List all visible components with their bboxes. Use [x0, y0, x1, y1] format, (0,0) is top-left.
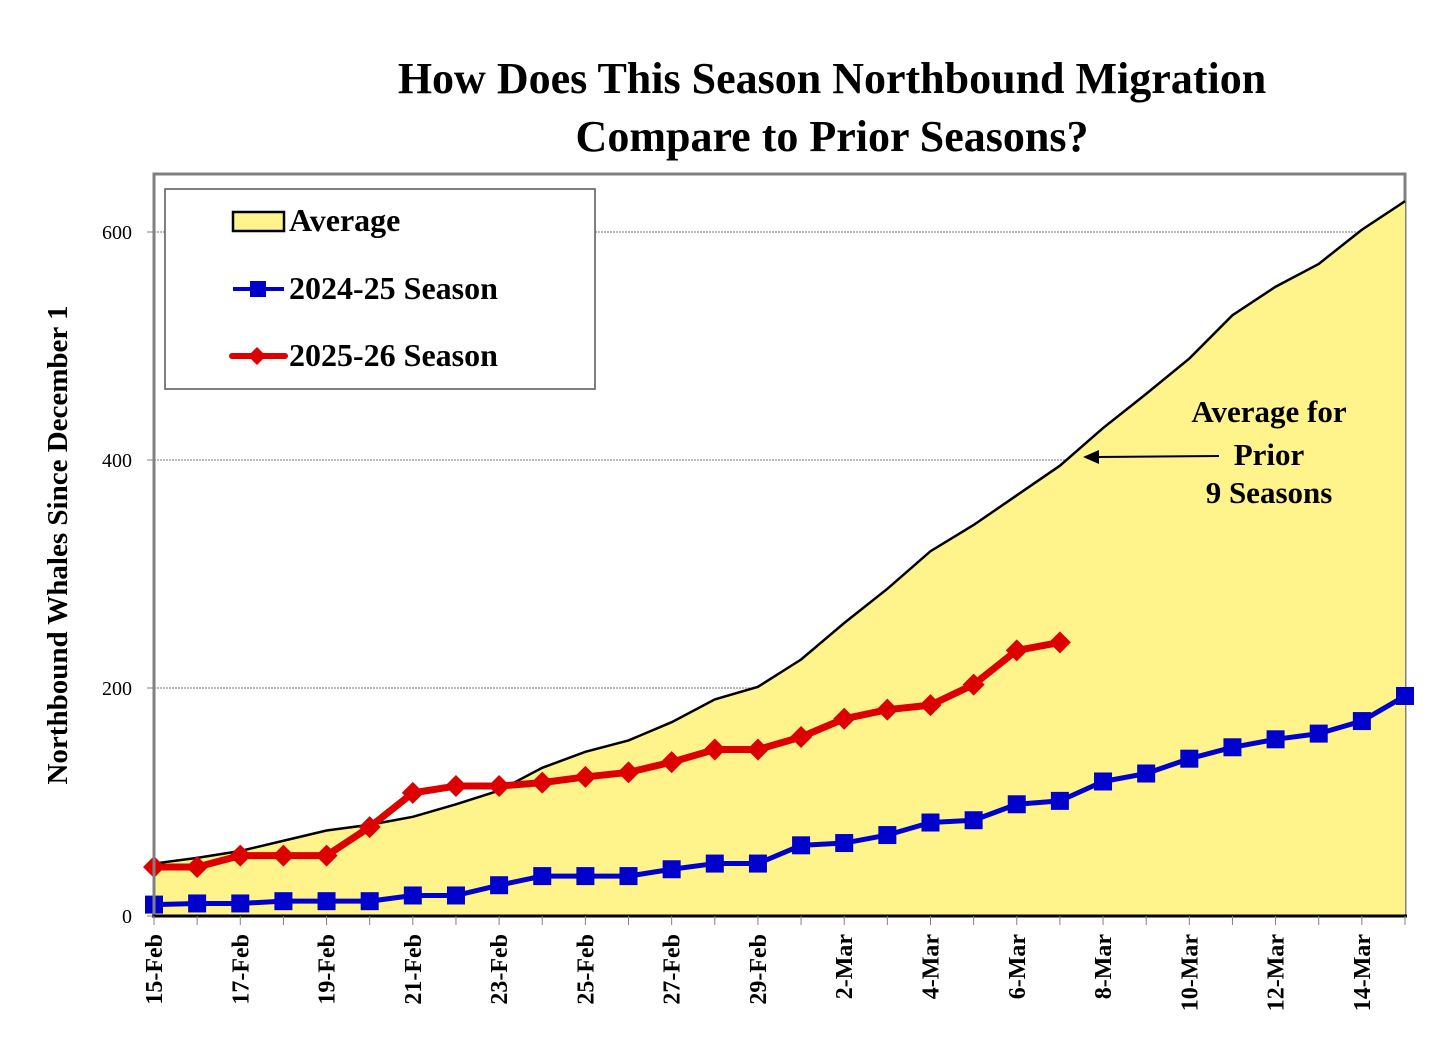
chart-title-line-2: Compare to Prior Seasons?: [576, 112, 1089, 161]
annotation-line-2: Prior: [1234, 437, 1305, 472]
legend-label-2025-26: 2025-26 Season: [289, 337, 498, 373]
series-2024-25-season: [145, 686, 1414, 914]
data-point-2024-25-season: [1309, 724, 1328, 743]
data-point-2024-25-season: [619, 867, 638, 886]
annotation: Average for Prior 9 Seasons: [1083, 394, 1347, 510]
data-point-2024-25-season: [921, 813, 940, 832]
data-point-2025-26-season: [272, 844, 295, 867]
annotation-arrow-line: [1095, 455, 1220, 458]
x-tick-label: 8-Mar: [1091, 934, 1117, 1000]
data-point-2024-25-season: [231, 894, 250, 913]
data-point-2024-25-season: [792, 836, 811, 855]
data-point-2025-26-season: [1048, 631, 1071, 654]
legend-label-2024-25: 2024-25 Season: [289, 270, 498, 306]
data-point-2024-25-season: [1352, 712, 1371, 731]
y-tick-label-200: 200: [102, 678, 132, 700]
x-tick-label: 29-Feb: [746, 934, 772, 1005]
data-point-2025-26-season: [401, 781, 424, 804]
data-point-2024-25-season: [662, 860, 681, 879]
data-point-2025-26-season: [876, 698, 899, 721]
x-tick-label: 15-Feb: [142, 934, 168, 1005]
data-point-2024-25-season: [446, 886, 465, 905]
y-axis-label: Northbound Whales Since December 1: [42, 305, 74, 784]
data-point-2024-25-season: [1050, 791, 1069, 810]
data-point-2025-26-season: [186, 855, 209, 878]
data-point-2025-26-season: [444, 775, 467, 798]
data-point-2025-26-season: [746, 738, 769, 761]
data-point-2024-25-season: [274, 892, 293, 911]
legend-marker-square: [250, 281, 266, 297]
data-point-2024-25-season: [1180, 749, 1199, 768]
data-point-2024-25-season: [1007, 795, 1026, 814]
average-area: [154, 201, 1405, 917]
data-point-2024-25-season: [1223, 738, 1242, 757]
x-tick-label: 23-Feb: [487, 934, 513, 1005]
data-point-2024-25-season: [1266, 730, 1285, 749]
x-tick-label: 25-Feb: [573, 934, 599, 1005]
y-ticks: 0 200 400 600: [102, 222, 154, 928]
data-point-2024-25-season: [1137, 764, 1156, 783]
x-tick-label: 6-Mar: [1005, 934, 1031, 1000]
y-tick-label-0: 0: [122, 906, 132, 928]
data-point-2025-26-season: [1005, 639, 1028, 662]
data-point-2025-26-season: [358, 816, 381, 839]
x-tick-label: 14-Mar: [1350, 934, 1376, 1012]
series-layer: [143, 631, 1414, 914]
data-point-2024-25-season: [1094, 772, 1113, 791]
data-point-2024-25-season: [533, 867, 552, 886]
data-point-2024-25-season: [576, 867, 595, 886]
chart-title-line-1: How Does This Season Northbound Migratio…: [398, 54, 1266, 103]
data-point-2025-26-season: [833, 707, 856, 730]
data-point-2024-25-season: [705, 854, 724, 873]
data-point-2024-25-season: [360, 892, 379, 911]
y-tick-label-600: 600: [102, 222, 132, 244]
data-point-2025-26-season: [617, 761, 640, 784]
x-tick-label: 17-Feb: [228, 934, 254, 1005]
legend-marker-diamond: [248, 347, 266, 365]
data-point-2024-25-season: [878, 826, 897, 845]
data-point-2025-26-season: [315, 844, 338, 867]
data-point-2024-25-season: [835, 834, 854, 853]
data-point-2025-26-season: [790, 726, 813, 749]
x-tick-label: 21-Feb: [401, 934, 427, 1005]
data-point-2024-25-season: [317, 892, 336, 911]
data-point-2025-26-season: [703, 738, 726, 761]
legend-label-average: Average: [289, 202, 400, 238]
series-line-2025-26-season: [154, 638, 1061, 871]
data-point-2025-26-season: [962, 673, 985, 696]
data-point-2024-25-season: [188, 894, 207, 913]
legend-swatch-average: [231, 210, 286, 233]
data-point-2025-26-season: [531, 771, 554, 794]
data-point-2024-25-season: [1396, 686, 1414, 705]
annotation-line-3: 9 Seasons: [1206, 475, 1333, 510]
x-ticks: 15-Feb 17-Feb 19-Feb 21-Feb 23-Feb 25-Feb 27-F…: [142, 916, 1406, 1012]
x-tick-label: 27-Feb: [660, 934, 686, 1005]
legend: Average 2024-25 Season 2025-26 Season: [164, 188, 596, 390]
annotation-line-1: Average for: [1191, 394, 1346, 429]
data-point-2025-26-season: [919, 694, 942, 717]
x-tick-label: 12-Mar: [1264, 934, 1290, 1012]
data-point-2024-25-season: [403, 886, 422, 905]
series-2025-26-season: [143, 631, 1071, 878]
data-point-2024-25-season: [964, 811, 983, 830]
x-tick-label: 4-Mar: [918, 934, 944, 1000]
y-tick-label-400: 400: [102, 450, 132, 472]
data-point-2025-26-season: [229, 844, 252, 867]
data-point-2025-26-season: [660, 751, 683, 774]
data-point-2024-25-season: [748, 854, 767, 873]
x-tick-label: 2-Mar: [832, 934, 858, 1000]
x-tick-label: 19-Feb: [315, 934, 341, 1005]
x-tick-label: 10-Mar: [1177, 934, 1203, 1012]
data-point-2025-26-season: [488, 775, 511, 798]
annotation-arrow-head: [1083, 450, 1099, 464]
data-point-2024-25-season: [490, 876, 509, 895]
data-point-2025-26-season: [574, 765, 597, 788]
